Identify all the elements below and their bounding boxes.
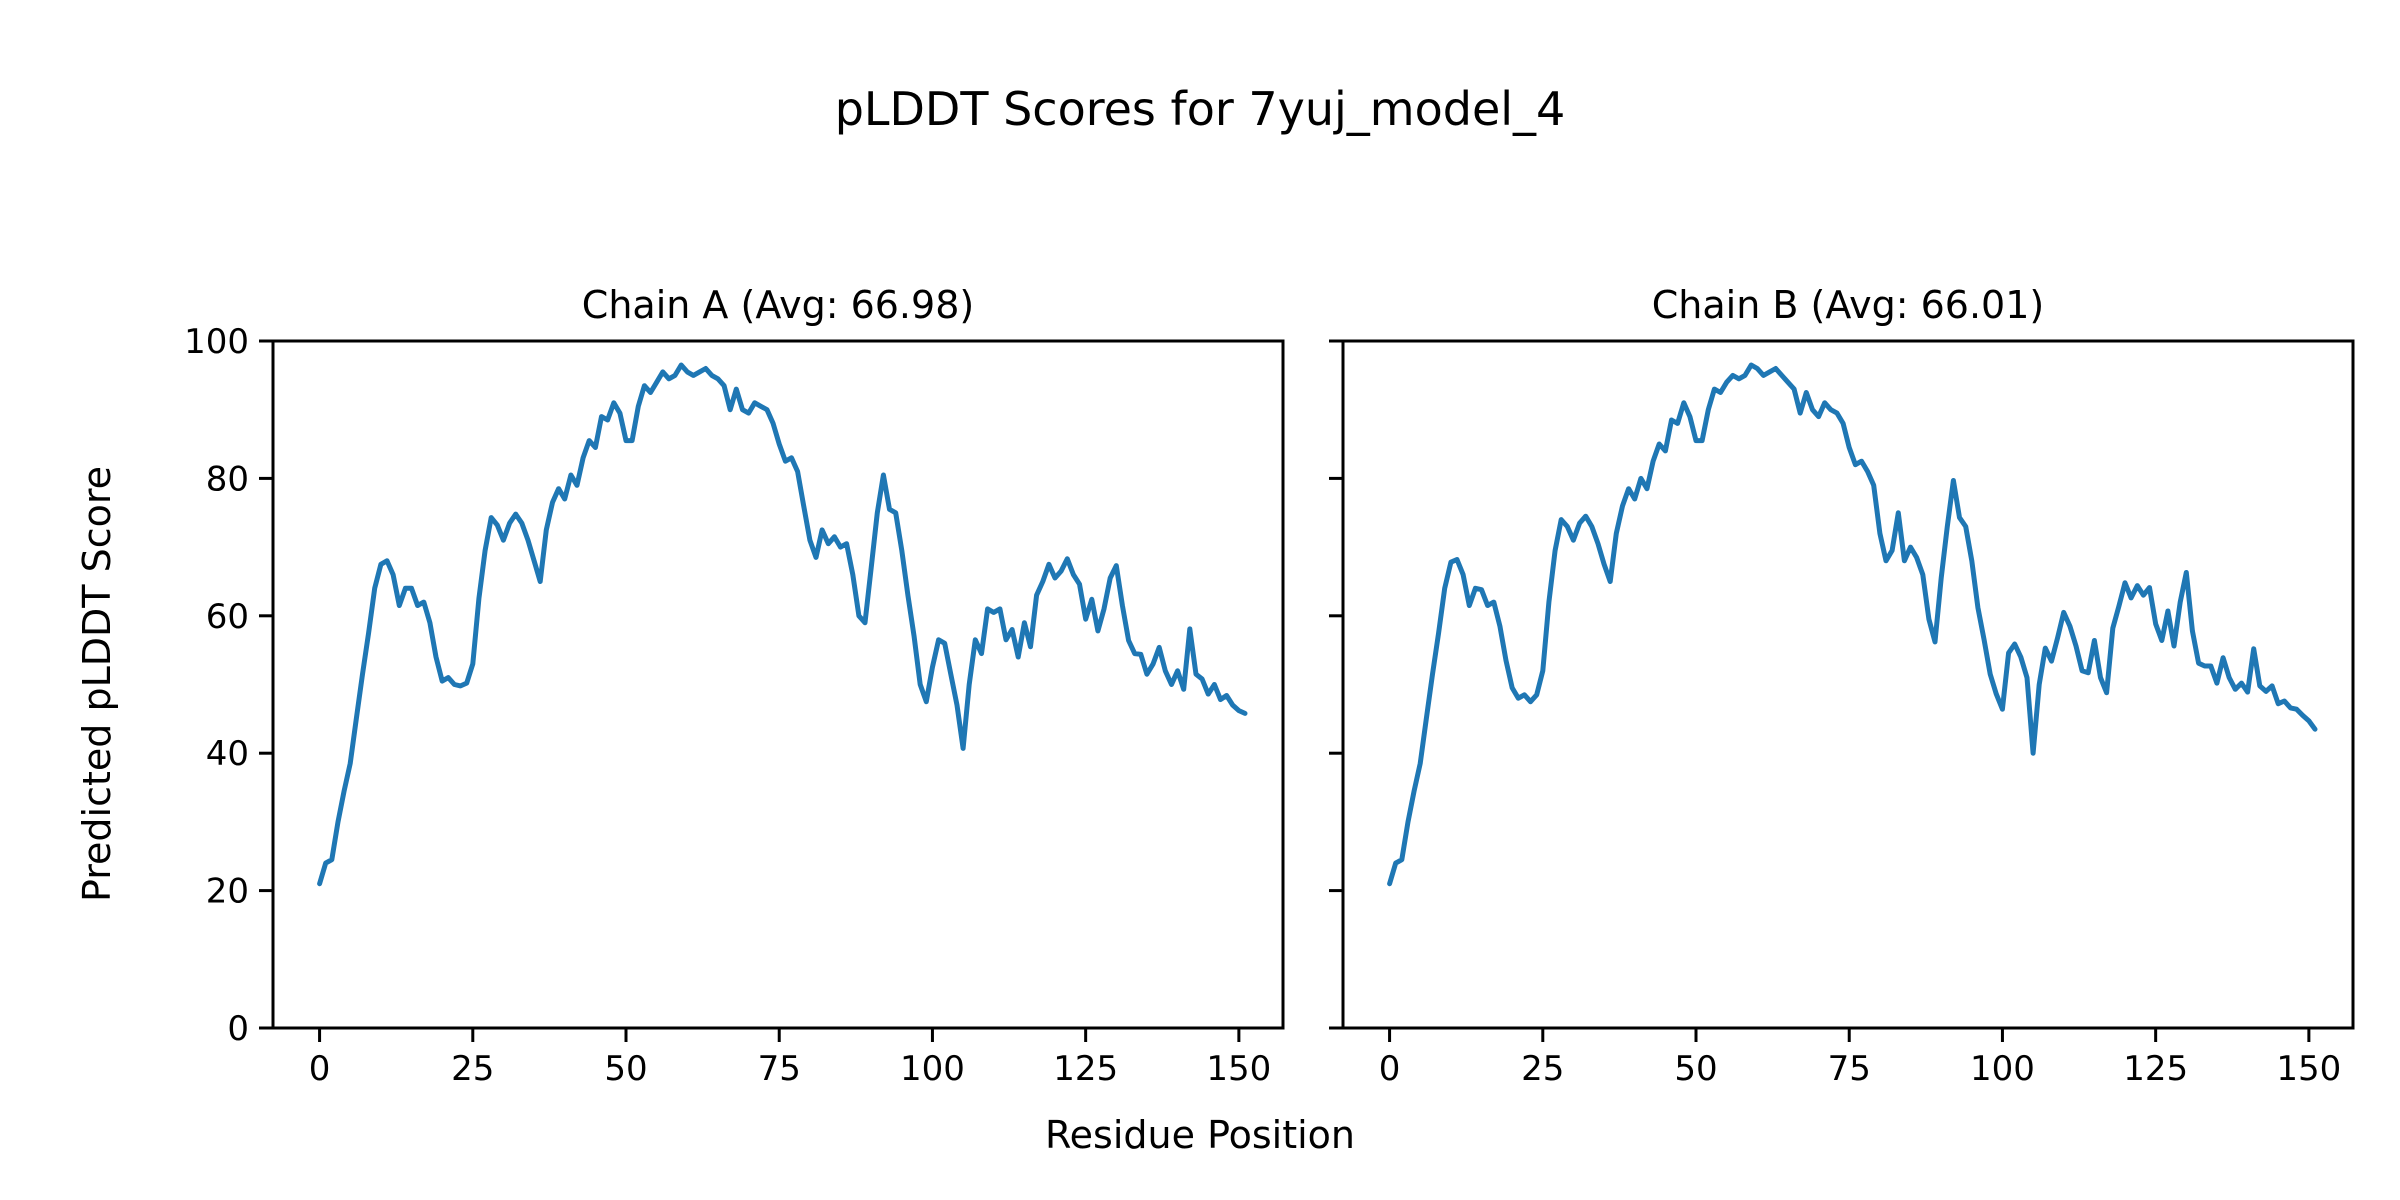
- x-tick-label: 150: [2276, 1049, 2341, 1089]
- x-tick-label: 125: [2123, 1049, 2188, 1089]
- y-tick-label: 0: [227, 1009, 249, 1049]
- plddt-line-chain-B: [1387, 362, 2318, 887]
- plddt-line-chain-A: [317, 362, 1248, 887]
- x-tick-label: 0: [309, 1049, 331, 1089]
- x-tick-label: 150: [1206, 1049, 1271, 1089]
- y-tick-label: 80: [206, 459, 249, 499]
- figure-title: pLDDT Scores for 7yuj_model_4: [834, 82, 1566, 136]
- x-tick-label: 25: [451, 1049, 494, 1089]
- x-tick-label: 25: [1521, 1049, 1564, 1089]
- x-tick-label: 125: [1053, 1049, 1118, 1089]
- x-tick-label: 75: [758, 1049, 801, 1089]
- x-tick-label: 50: [604, 1049, 647, 1089]
- y-tick-label: 60: [206, 597, 249, 637]
- y-tick-label: 20: [206, 872, 249, 912]
- y-tick-label: 40: [206, 734, 249, 774]
- x-axis-label: Residue Position: [1044, 1113, 1356, 1157]
- x-tick-label: 0: [1379, 1049, 1401, 1089]
- x-tick-label: 75: [1828, 1049, 1871, 1089]
- y-axis-label: Predicted pLDDT Score: [75, 466, 119, 902]
- subplot-a-title: Chain A (Avg: 66.98): [581, 283, 975, 327]
- y-tick-label: 100: [184, 322, 249, 362]
- x-tick-label: 50: [1674, 1049, 1717, 1089]
- subplot-b-title: Chain B (Avg: 66.01): [1651, 283, 2045, 327]
- x-tick-label: 100: [1970, 1049, 2035, 1089]
- x-tick-label: 100: [900, 1049, 965, 1089]
